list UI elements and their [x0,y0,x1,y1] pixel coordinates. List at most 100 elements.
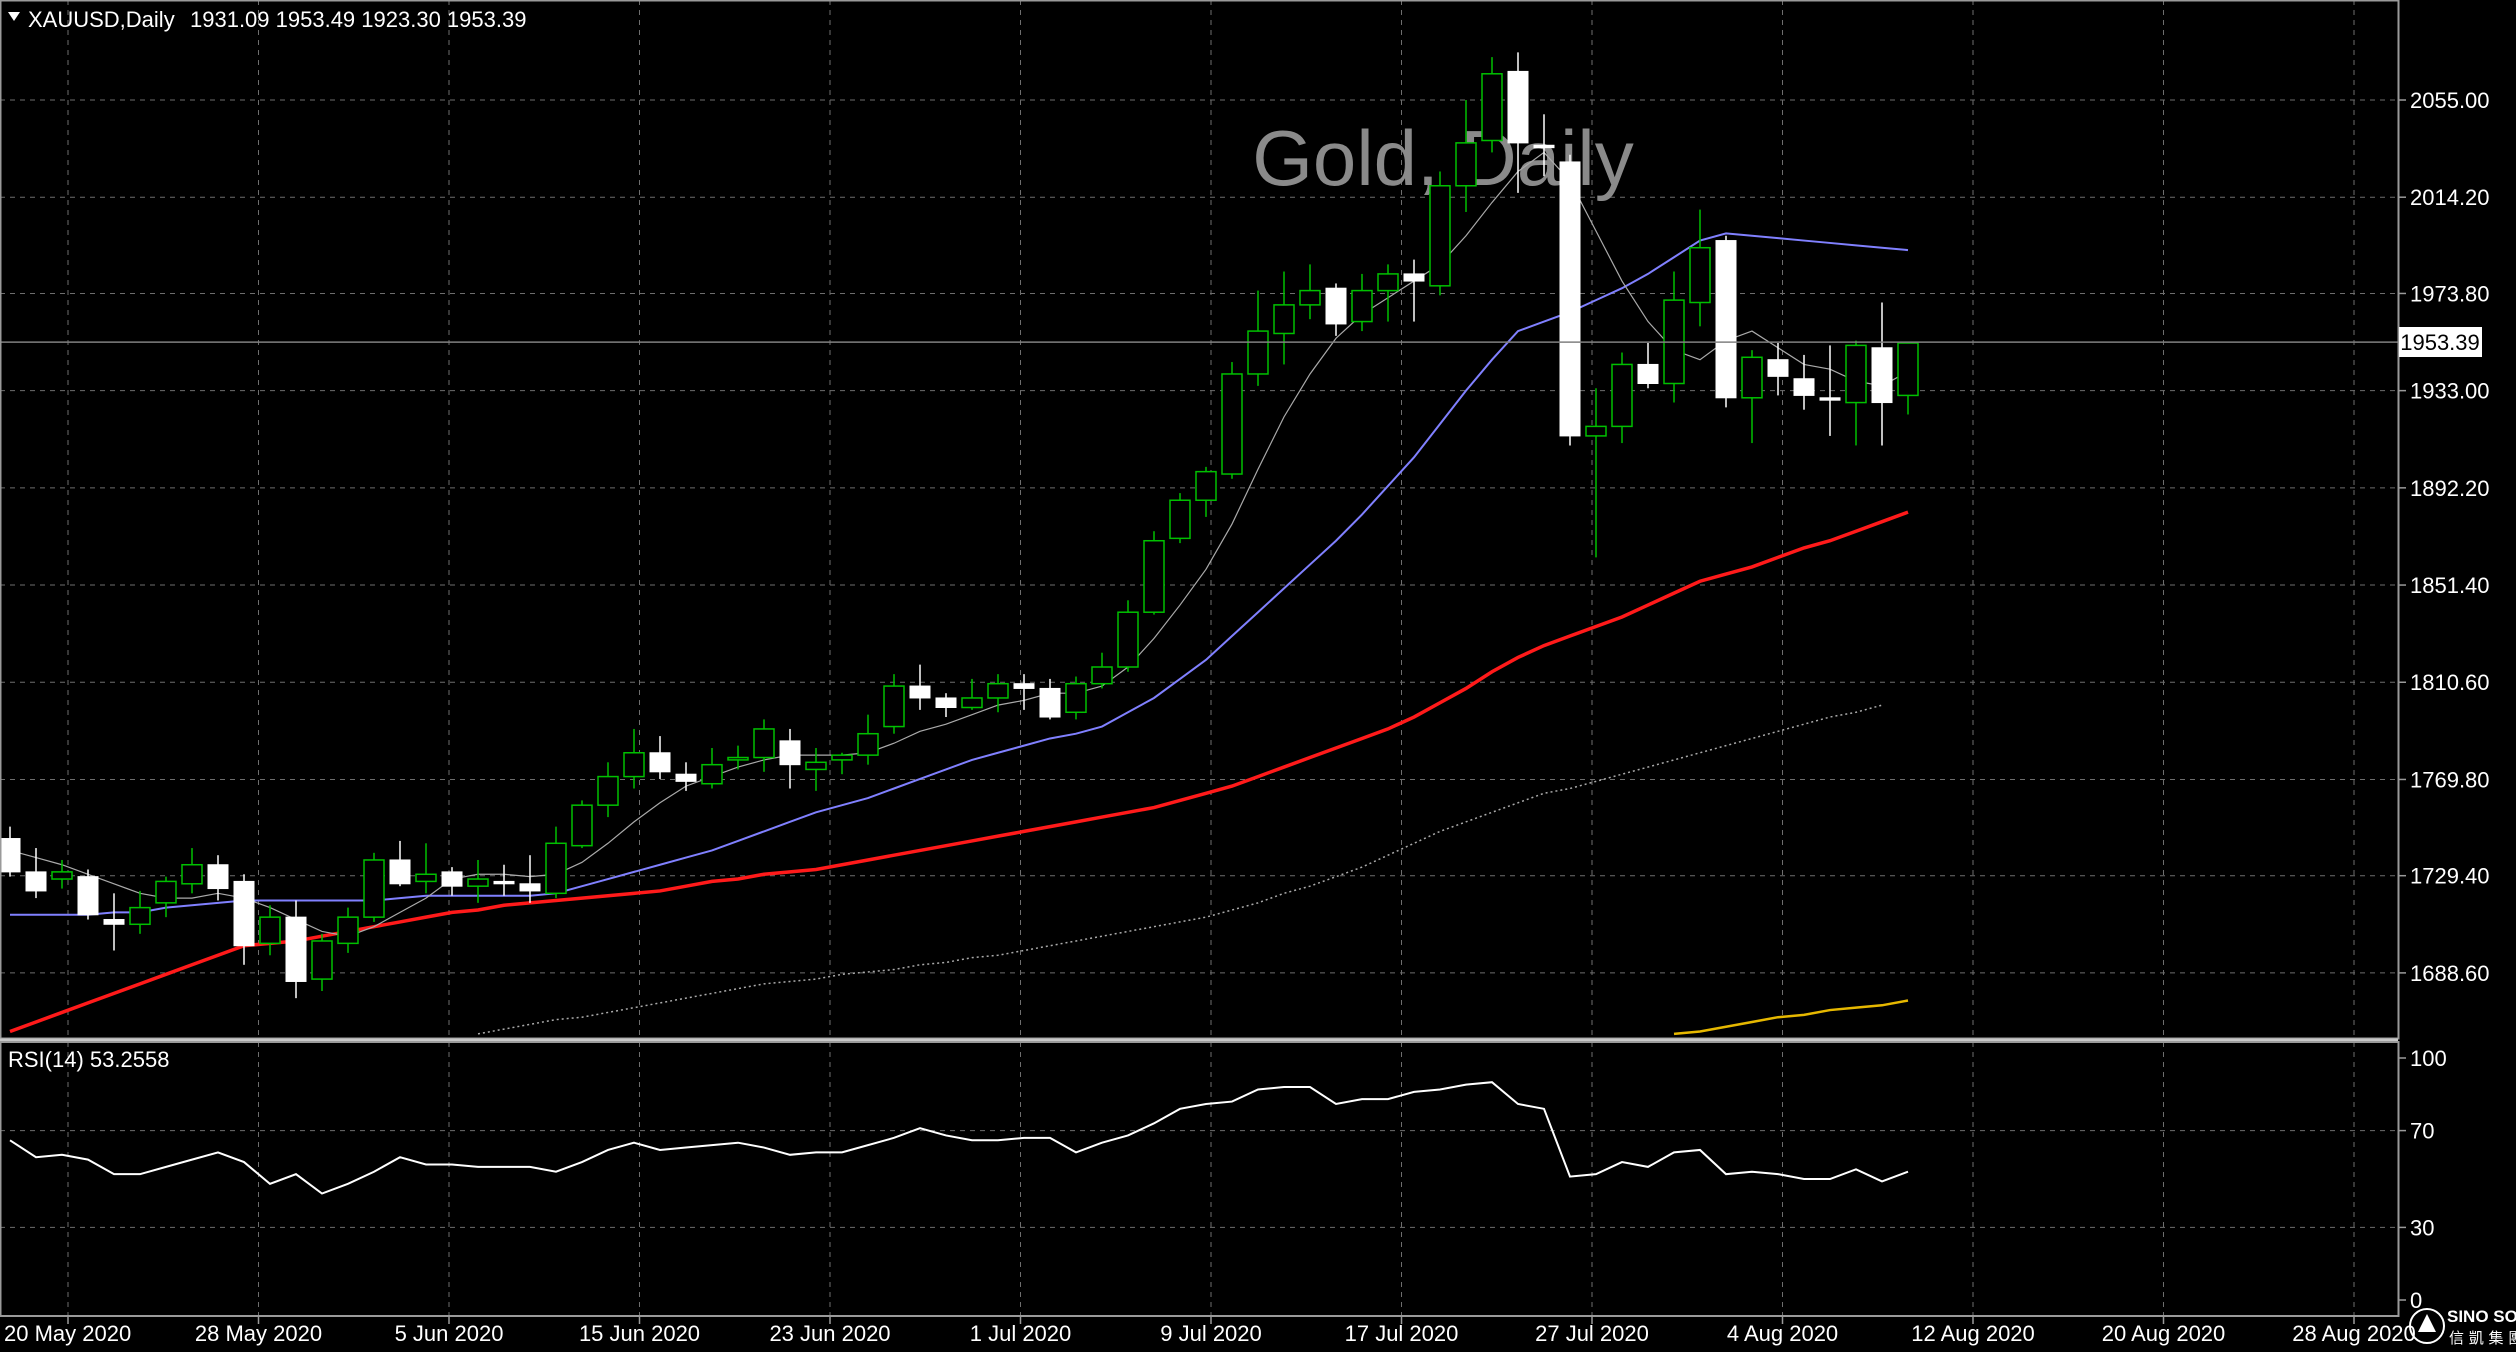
candle-body-up [311,940,333,980]
date-tick-label: 20 Aug 2020 [2102,1321,2226,1346]
candle-body-down [1637,363,1659,384]
rsi-axis: 100 70 30 0 [2398,1046,2447,1313]
candle-body-down [1559,161,1581,437]
candle-body-up [987,682,1009,699]
candle-body-up [1689,246,1711,304]
candle-body-up [467,878,489,887]
date-axis: 20 May 2020 28 May 2020 5 Jun 2020 15 Jun 2… [4,1316,2416,1346]
candle-body-down [103,919,125,925]
candle-body-up [1221,373,1243,475]
collapse-triangle-icon[interactable] [8,12,20,21]
price-tick-label: 1769.80 [2410,767,2490,792]
candle-body-up [1143,539,1165,613]
candle-body-up [597,775,619,806]
rsi-label: RSI(14) 53.2558 [8,1047,169,1072]
svg-text:SINO SOUND: SINO SOUND [2447,1307,2516,1326]
candle-body-up [1611,363,1633,428]
sino-sound-logo: SINO SOUND 信 凱 集 團 [2409,1307,2516,1347]
candle-body-down [389,859,411,885]
candle-body-down [1533,144,1555,149]
candle-body-up [1351,289,1373,323]
candle-body-up [727,756,749,761]
candle-body-up [1845,344,1867,404]
date-tick-label: 12 Aug 2020 [1911,1321,2035,1346]
date-tick-label: 27 Jul 2020 [1535,1321,1649,1346]
date-tick-label: 17 Jul 2020 [1345,1321,1459,1346]
candle-body-up [1741,356,1763,399]
rsi-tick-label: 70 [2410,1119,2434,1144]
candlesticks [0,52,1919,999]
candle-body-down [1013,683,1035,689]
last-price-tag-text: 1953.39 [2400,330,2480,355]
candle-body-down [1715,240,1737,399]
date-tick-label: 23 Jun 2020 [769,1321,890,1346]
candle-body-up [1195,470,1217,501]
symbol-label: XAUUSD,Daily [28,7,175,32]
candle-body-down [1767,359,1789,377]
date-tick-label: 28 May 2020 [195,1321,322,1346]
candle-body-up [1273,304,1295,335]
date-tick-label: 15 Jun 2020 [579,1321,700,1346]
candle-body-up [1585,425,1607,437]
rsi-tick-label: 0 [2410,1288,2422,1313]
price-tick-label: 1729.40 [2410,864,2490,889]
candle-body-down [1819,397,1841,401]
ma-red-line [9,510,1909,1034]
candle-body-up [363,859,385,918]
candle-body-up [545,842,567,895]
grid [0,0,2398,1316]
price-tick-label: 2055.00 [2410,88,2490,113]
candle-body-up [1247,330,1269,375]
candle-body-up [181,863,203,885]
rsi-line [9,1081,1909,1195]
rsi-panel [9,1081,1909,1195]
candle-body-down [285,916,307,982]
price-tick-label: 1810.60 [2410,670,2490,695]
price-axis: 2055.00 2014.20 1973.80 1933.00 1892.20 1851.… [2398,88,2490,986]
candle-body-down [77,876,99,916]
ohlc-label: 1931.09 1953.49 1923.30 1953.39 [190,7,526,32]
candle-body-up [1429,185,1451,287]
candle-body-up [831,754,853,761]
candle-body-down [649,752,671,773]
candle-body-down [1403,273,1425,282]
candle-body-down [779,740,801,766]
candle-body-up [961,697,983,709]
candle-body-up [571,804,593,847]
candle-body-down [233,880,255,947]
candle-body-down [1871,347,1893,404]
candle-body-up [1065,682,1087,714]
price-tick-label: 1973.80 [2410,281,2490,306]
price-tick-label: 1688.60 [2410,961,2490,986]
candle-body-down [0,838,21,873]
candle-body-up [701,763,723,785]
candle-body-down [1507,70,1529,144]
last-price-tag [2399,327,2482,357]
candle-body-up [1897,342,1919,397]
candle-body-up [337,916,359,945]
candle-body-down [519,883,541,892]
date-tick-label: 1 Jul 2020 [970,1321,1072,1346]
candle-body-down [909,685,931,699]
candle-body-up [1091,666,1113,685]
ma-fast-line [9,151,1909,937]
date-tick-label: 9 Jul 2020 [1160,1321,1262,1346]
price-tick-label: 2014.20 [2410,185,2490,210]
candle-body-up [1299,289,1321,306]
candle-body-down [1039,687,1061,718]
price-tick-label: 1933.00 [2410,379,2490,404]
candle-body-down [675,773,697,782]
candle-body-up [883,685,905,728]
candle-body-down [935,697,957,708]
candle-body-down [207,864,229,890]
candle-body-up [1117,611,1139,668]
candle-body-down [25,871,47,892]
candle-body-up [805,761,827,771]
ma-slow-dotted-line [477,704,1883,1035]
candle-body-up [259,916,281,945]
rsi-tick-label: 100 [2410,1046,2447,1071]
price-tick-label: 1892.20 [2410,476,2490,501]
candle-body-up [857,732,879,756]
